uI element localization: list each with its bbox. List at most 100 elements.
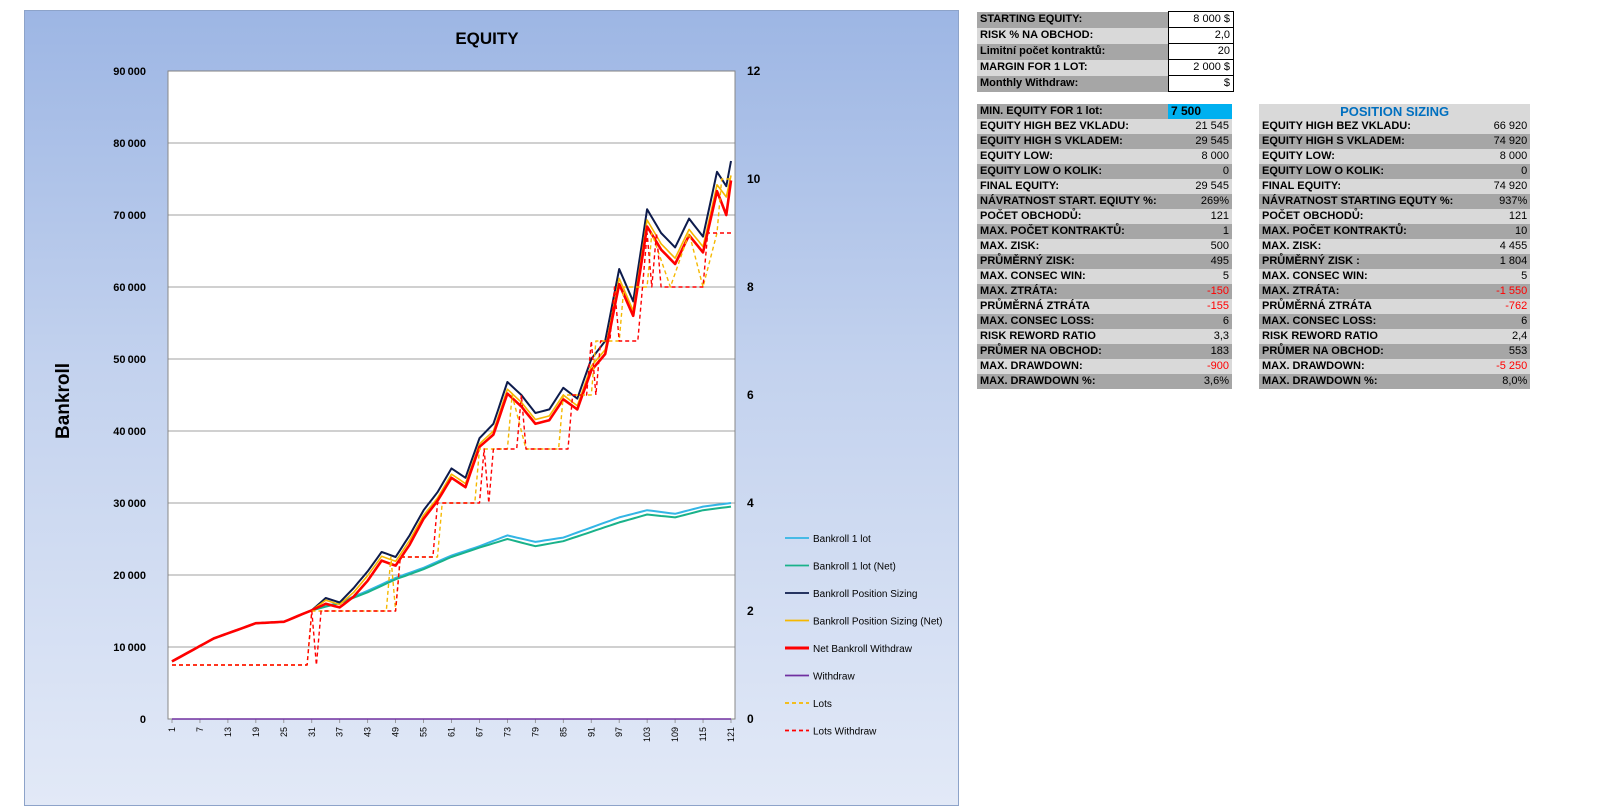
table-row: MAX. ZTRÁTA: -1 550 — [1259, 284, 1531, 299]
inputs-table: STARTING EQUITY: 8 000 $ RISK % NA OBCHOD:… — [977, 11, 1234, 92]
table-row: PRŮMĚRNÁ ZTRÁTA -762 — [1259, 299, 1531, 314]
min-equity-row: MIN. EQUITY FOR 1 lot: 7 500 — [977, 104, 1232, 119]
x-tick-label: 103 — [642, 727, 652, 742]
x-tick-label: 115 — [698, 727, 708, 741]
row-label: EQUITY LOW: — [1259, 149, 1457, 164]
x-tick-label: 49 — [391, 727, 401, 737]
table-row: POČET OBCHODŮ: 121 — [977, 209, 1232, 224]
table-row: MAX. CONSEC LOSS: 6 — [977, 314, 1232, 329]
row-label: MAX. ZISK: — [1259, 239, 1457, 254]
input-cell[interactable]: 20 — [1168, 43, 1234, 60]
x-tick-label: 1 — [167, 727, 177, 732]
x-tick-label: 7 — [195, 727, 205, 732]
row-value: 10 — [1456, 224, 1531, 239]
row-value: 2,4 — [1456, 329, 1531, 344]
y-tick-label: 10 000 — [113, 642, 146, 654]
row-label: MAX. DRAWDOWN: — [1259, 359, 1457, 374]
table-row: FINAL EQUITY: 74 920 — [1259, 179, 1531, 194]
x-tick-label: 19 — [251, 727, 261, 737]
table-row: EQUITY LOW O KOLIK: 0 — [1259, 164, 1531, 179]
y-tick-label: 20 000 — [113, 570, 146, 582]
table-row: EQUITY LOW: 8 000 — [1259, 149, 1531, 164]
row-label: MAX. DRAWDOWN: — [977, 359, 1168, 374]
legend-entry-2: Bankroll Position Sizing — [813, 589, 918, 600]
input-cell[interactable]: 2 000 $ — [1168, 59, 1234, 76]
legend-entry-5: Withdraw — [813, 672, 855, 683]
row-value: -1 550 — [1456, 284, 1531, 299]
table-row: EQUITY LOW O KOLIK: 0 — [977, 164, 1232, 179]
table-row: PRŮMĚRNÝ ZISK :1 804 — [1259, 254, 1531, 269]
row-label: STARTING EQUITY: — [977, 11, 1169, 28]
row-value: 500 — [1168, 239, 1232, 254]
row-value: 553 — [1456, 344, 1531, 359]
input-cell[interactable]: $ — [1168, 75, 1234, 92]
table-row: MAX. CONSEC WIN: 5 — [977, 269, 1232, 284]
row-label: FINAL EQUITY: — [977, 179, 1168, 194]
row-value: 0 — [1168, 164, 1232, 179]
series-line-4 — [171, 180, 733, 663]
row-value: 8 000 — [1456, 149, 1531, 164]
row-value: 66 920 — [1456, 119, 1531, 134]
row-label: MAX. DRAWDOWN %: — [977, 374, 1168, 389]
row-label: NÁVRATNOST START. EQIUTY %: — [977, 194, 1168, 209]
row-value: 121 — [1456, 209, 1531, 224]
row-value: 937% — [1456, 194, 1531, 209]
input-cell[interactable]: 2,0 — [1168, 27, 1234, 44]
x-tick-label: 37 — [335, 727, 345, 737]
legend-entry-4: Net Bankroll Withdraw — [813, 644, 913, 655]
y2-tick-label: 8 — [747, 280, 754, 294]
y-tick-label: 70 000 — [113, 210, 146, 222]
position-sizing-title: POSITION SIZING — [1259, 104, 1531, 119]
row-value: 8,0% — [1456, 374, 1531, 389]
table-row: PRŮMER NA OBCHOD: 553 — [1259, 344, 1531, 359]
y-tick-label: 80 000 — [113, 138, 146, 150]
y-tick-label: 30 000 — [113, 498, 146, 510]
series-line-7 — [172, 232, 731, 666]
x-tick-label: 31 — [307, 727, 317, 737]
row-label: RISK REWORD RATIO — [1259, 329, 1457, 344]
table-row: EQUITY HIGH BEZ VKLADU: 21 545 — [977, 119, 1232, 134]
x-tick-label: 109 — [670, 727, 680, 742]
row-value: -155 — [1168, 299, 1232, 314]
row-label: EQUITY LOW O KOLIK: — [977, 164, 1168, 179]
legend-entry-6: Lots — [813, 699, 832, 710]
input-row: MARGIN FOR 1 LOT: 2 000 $ — [977, 59, 1234, 76]
row-label: MAX. CONSEC WIN: — [1259, 269, 1457, 284]
y-tick-label: 0 — [140, 714, 146, 726]
row-value: 7 500 — [1168, 104, 1232, 119]
y2-tick-label: 2 — [747, 604, 754, 618]
row-value: 3,3 — [1168, 329, 1232, 344]
chart-title: EQUITY — [455, 29, 519, 48]
row-label: RISK % NA OBCHOD: — [977, 27, 1169, 44]
x-tick-label: 61 — [447, 727, 457, 737]
table-row: EQUITY LOW: 8 000 — [977, 149, 1232, 164]
legend-entry-1: Bankroll 1 lot (Net) — [813, 562, 896, 573]
row-label: MAX. CONSEC LOSS: — [1259, 314, 1457, 329]
x-tick-label: 79 — [530, 727, 540, 737]
position-sizing-title-row: POSITION SIZING — [1259, 104, 1531, 119]
row-value: 5 — [1456, 269, 1531, 284]
row-value: 29 545 — [1168, 179, 1232, 194]
row-label: RISK REWORD RATIO — [977, 329, 1168, 344]
table-row: FINAL EQUITY: 29 545 — [977, 179, 1232, 194]
row-label: EQUITY LOW O KOLIK: — [1259, 164, 1457, 179]
row-value: 495 — [1168, 254, 1232, 269]
y2-tick-label: 4 — [747, 496, 754, 510]
table-row: PRŮMĚRNÝ ZISK: 495 — [977, 254, 1232, 269]
stats-position-sizing-table: POSITION SIZING EQUITY HIGH BEZ VKLADU: 66… — [1259, 104, 1531, 389]
x-tick-label: 13 — [223, 727, 233, 737]
table-row: MAX. DRAWDOWN %: 3,6% — [977, 374, 1232, 389]
row-value: 0 — [1456, 164, 1531, 179]
input-cell[interactable]: 8 000 $ — [1168, 11, 1234, 28]
plot-area — [167, 70, 736, 720]
y-tick-label: 40 000 — [113, 426, 146, 438]
table-row: MAX. POČET KONTRAKTŮ: 10 — [1259, 224, 1531, 239]
row-value: 6 — [1168, 314, 1232, 329]
x-tick-label: 55 — [419, 727, 429, 737]
table-row: RISK REWORD RATIO 2,4 — [1259, 329, 1531, 344]
table-row: MAX. POČET KONTRAKTŮ: 1 — [977, 224, 1232, 239]
table-row: MAX. DRAWDOWN %: 8,0% — [1259, 374, 1531, 389]
row-label: MAX. DRAWDOWN %: — [1259, 374, 1457, 389]
table-row: MAX. CONSEC WIN: 5 — [1259, 269, 1531, 284]
table-row: MAX. ZISK: 500 — [977, 239, 1232, 254]
